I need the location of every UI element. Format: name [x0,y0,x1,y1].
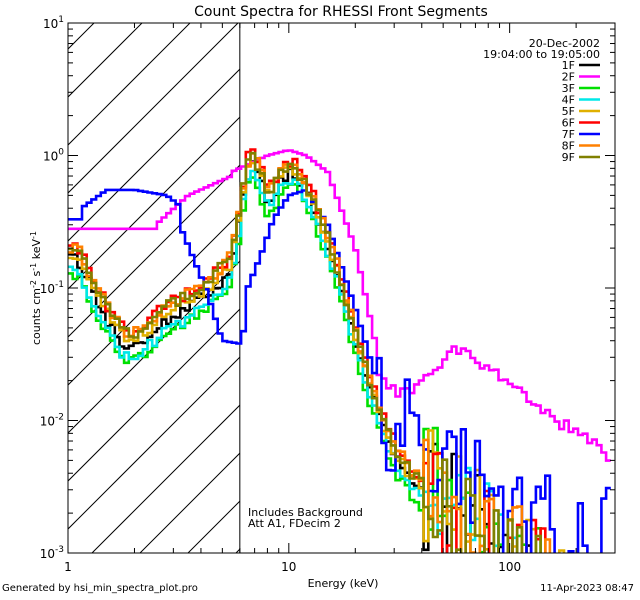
time-range-label: 19:04:00 to 19:05:00 [483,48,600,61]
x-tick-label: 100 [498,560,521,574]
x-tick-label: 10 [281,560,296,574]
y-tick-label: 10-3 [40,545,64,561]
hatch-line [0,0,28,553]
hatch-line [68,23,95,50]
series-2f-line [68,149,611,462]
legend-label-2f: 2F [562,71,575,84]
hatch-line [620,0,640,553]
hatch-line [68,23,287,242]
axes-group: 1 10 100 10-3 10-2 10-1 100 101 [40,15,616,574]
y-tick-label: 10-1 [40,280,64,296]
legend-label-1f: 1F [562,59,575,72]
series-9f-line [68,151,542,553]
hatch-line [68,23,239,194]
annotation-line-1: Includes Background [248,506,363,519]
x-axis-label: Energy (keV) [308,577,379,590]
hatch-line [68,23,191,146]
hatched-region [0,0,640,553]
series-group [68,148,611,553]
y-tick-label: 101 [43,15,64,31]
legend-label-9f: 9F [562,151,575,164]
hatch-line [68,23,143,98]
legend-label-4f: 4F [562,94,575,107]
annotation-line-2: Att A1, FDecim 2 [248,517,341,530]
y-tick-label: 10-2 [40,413,64,429]
date-label: 20-Dec-2002 [529,37,600,50]
legend-label-8f: 8F [562,140,575,153]
legend-label-3f: 3F [562,82,575,95]
legend-label-7f: 7F [562,128,575,141]
y-tick-label: 100 [43,148,64,164]
x-tick-label: 1 [64,560,72,574]
legend-label-5f: 5F [562,105,575,118]
series-7f-line [68,188,611,553]
footer-timestamp: 11-Apr-2023 08:47 [540,583,634,594]
chart-title: Count Spectra for RHESSI Front Segments [194,4,488,20]
y-axis-label: counts cm-2 s-1 keV-1 [29,231,43,345]
legend-label-6f: 6F [562,117,575,130]
footer-generated-by: Generated by hsi_min_spectra_plot.pro [2,583,198,594]
